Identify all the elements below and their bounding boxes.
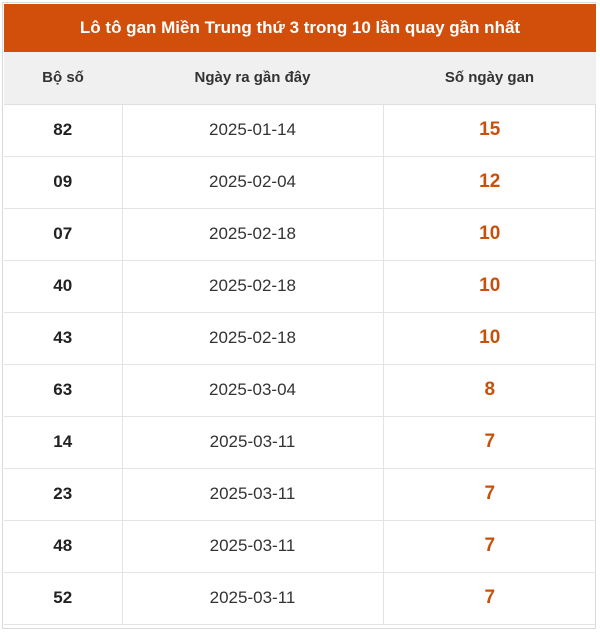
number-cell: 82: [4, 104, 122, 157]
table-row: 48 2025-03-11 7: [4, 520, 596, 573]
table-row: 09 2025-02-04 12: [4, 156, 596, 209]
date-cell: 2025-03-04: [121, 364, 383, 417]
date-cell: 2025-03-11: [121, 416, 383, 469]
lo-gan-table: Bộ số Ngày ra gần đây Số ngày gan 82 202…: [4, 52, 596, 625]
table-row: 43 2025-02-18 10: [4, 312, 596, 365]
table-title: Lô tô gan Miền Trung thứ 3 trong 10 lần …: [4, 4, 596, 52]
days-cell: 12: [382, 156, 596, 209]
number-cell: 09: [4, 156, 122, 209]
number-cell: 40: [4, 260, 122, 313]
number-cell: 23: [4, 468, 122, 521]
column-header-date: Ngày ra gần đây: [122, 52, 383, 105]
days-cell: 10: [382, 260, 596, 313]
days-cell: 10: [382, 208, 596, 261]
days-cell: 8: [382, 364, 596, 417]
date-cell: 2025-02-18: [121, 260, 383, 313]
date-cell: 2025-02-18: [121, 312, 383, 365]
date-cell: 2025-01-14: [121, 104, 383, 157]
number-cell: 14: [4, 416, 122, 469]
header-row: Bộ số Ngày ra gần đây Số ngày gan: [4, 52, 596, 105]
table-row: 14 2025-03-11 7: [4, 416, 596, 469]
number-cell: 63: [4, 364, 122, 417]
table-row: 23 2025-03-11 7: [4, 468, 596, 521]
days-cell: 7: [382, 520, 596, 573]
number-cell: 43: [4, 312, 122, 365]
table-row: 07 2025-02-18 10: [4, 208, 596, 261]
days-cell: 10: [382, 312, 596, 365]
column-header-number: Bộ số: [4, 52, 122, 105]
days-cell: 7: [382, 468, 596, 521]
number-cell: 48: [4, 520, 122, 573]
date-cell: 2025-02-18: [121, 208, 383, 261]
days-cell: 7: [382, 572, 596, 625]
number-cell: 07: [4, 208, 122, 261]
date-cell: 2025-02-04: [121, 156, 383, 209]
days-cell: 7: [382, 416, 596, 469]
date-cell: 2025-03-11: [121, 520, 383, 573]
days-cell: 15: [382, 104, 596, 157]
column-header-days: Số ngày gan: [383, 52, 596, 105]
table-row: 40 2025-02-18 10: [4, 260, 596, 313]
number-cell: 52: [4, 572, 122, 625]
table-row: 52 2025-03-11 7: [4, 572, 596, 625]
table-row: 82 2025-01-14 15: [4, 104, 596, 157]
date-cell: 2025-03-11: [121, 468, 383, 521]
table-row: 63 2025-03-04 8: [4, 364, 596, 417]
date-cell: 2025-03-11: [121, 572, 383, 625]
